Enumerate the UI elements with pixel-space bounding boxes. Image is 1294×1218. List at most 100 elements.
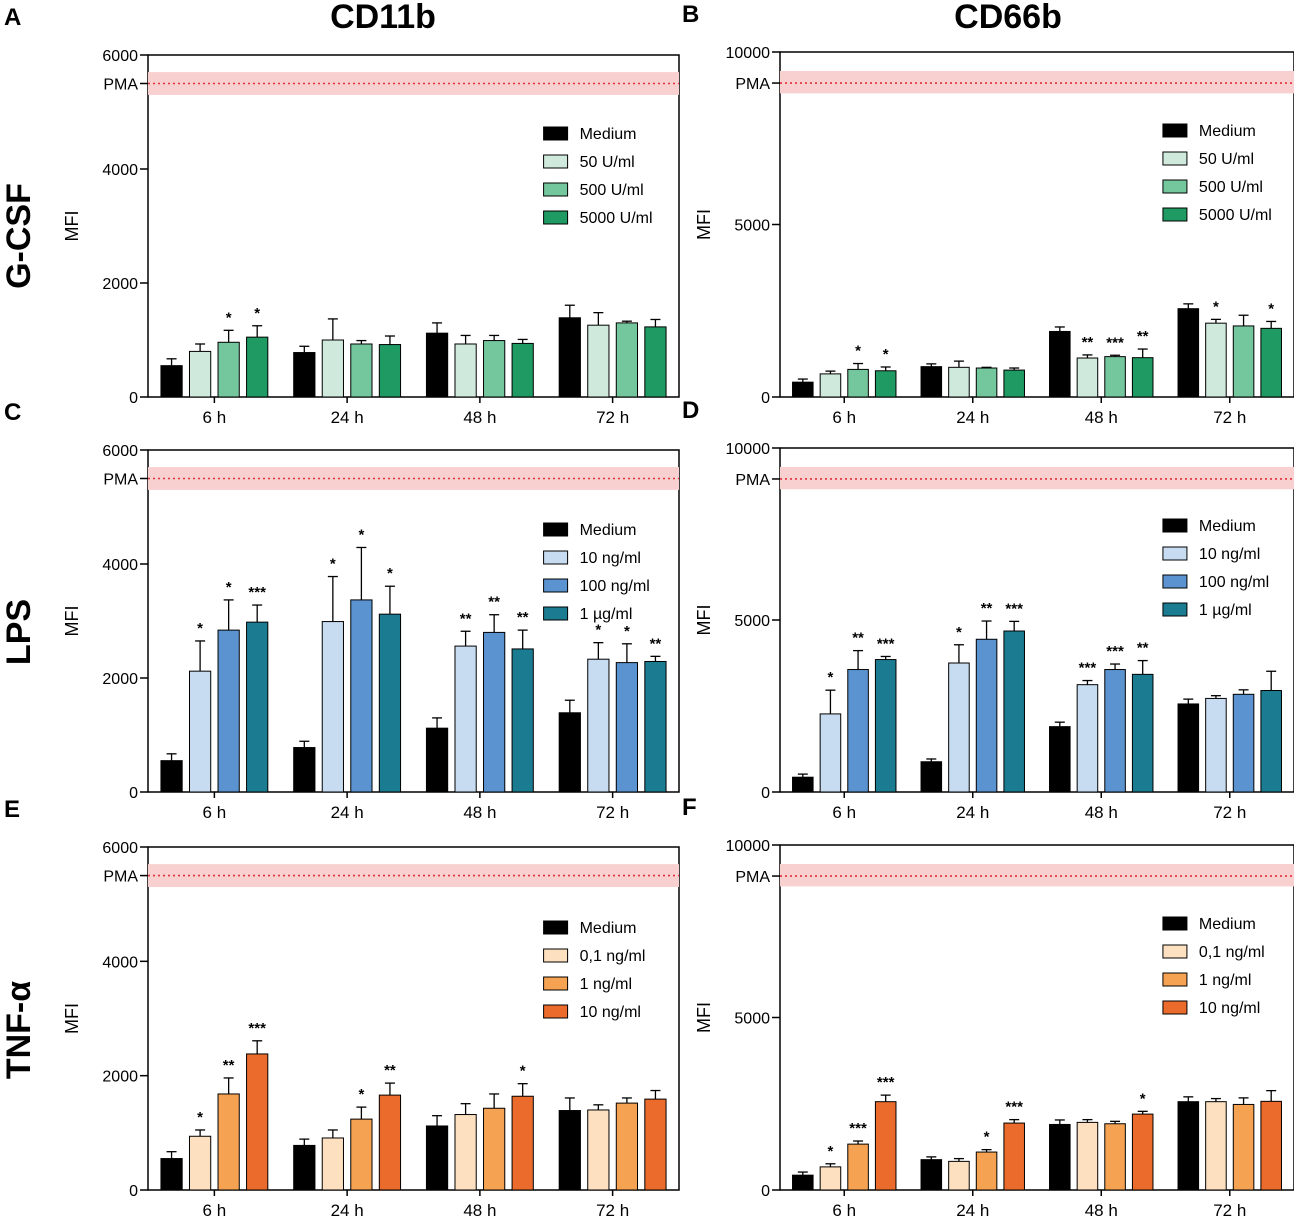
bar — [587, 1109, 610, 1191]
significance-label: *** — [248, 1020, 266, 1037]
legend-swatch — [1162, 602, 1188, 617]
panel-letter: A — [4, 4, 21, 31]
y-axis-label: MFI — [694, 605, 714, 636]
x-tick-label: 48 h — [1085, 803, 1118, 822]
legend-label: 1 µg/ml — [1199, 602, 1252, 619]
bar — [558, 712, 581, 793]
bar — [920, 761, 943, 793]
bar — [847, 669, 869, 793]
bar — [454, 1114, 477, 1191]
bar — [321, 1137, 344, 1191]
significance-label: *** — [849, 1120, 867, 1137]
bar — [1131, 357, 1154, 398]
bar — [1131, 1113, 1154, 1191]
y-tick-label: 10000 — [726, 441, 771, 458]
significance-label: ** — [460, 610, 472, 627]
legend-swatch — [1162, 123, 1188, 138]
bar — [847, 368, 869, 398]
bar — [1177, 1101, 1200, 1191]
bar — [188, 1135, 212, 1191]
bar — [1003, 369, 1025, 398]
bar — [378, 344, 402, 398]
bar — [454, 645, 477, 793]
significance-label: * — [330, 556, 336, 573]
x-tick-label: 24 h — [956, 408, 989, 427]
y-axis-label: MFI — [62, 1003, 82, 1034]
panel-letter: B — [682, 1, 699, 28]
bar — [246, 1053, 269, 1191]
bar — [425, 332, 449, 398]
legend-label: 0,1 ng/ml — [1199, 944, 1265, 961]
legend-label: Medium — [1199, 518, 1256, 535]
bar — [321, 339, 344, 398]
legend-label: 10 ng/ml — [580, 1004, 641, 1021]
pma-label: PMA — [103, 869, 138, 886]
significance-label: * — [197, 620, 203, 637]
pma-label: PMA — [735, 76, 770, 93]
legend-label: 10 ng/ml — [580, 550, 641, 567]
bar — [188, 350, 212, 398]
bar — [1232, 1103, 1255, 1191]
significance-label: ** — [981, 600, 993, 617]
x-tick-label: 48 h — [463, 1201, 496, 1218]
bar — [792, 776, 814, 793]
x-tick-label: 24 h — [331, 408, 364, 427]
legend-label: Medium — [580, 920, 637, 937]
bar — [483, 1107, 506, 1191]
y-tick-label: 6000 — [102, 443, 138, 460]
bar — [1260, 327, 1282, 398]
y-tick-label: 4000 — [102, 954, 138, 971]
x-tick-label: 6 h — [203, 803, 227, 822]
panel-letter: C — [4, 399, 21, 426]
bar — [350, 599, 373, 793]
bar — [1049, 1123, 1071, 1191]
bar — [920, 366, 943, 398]
bar — [483, 340, 506, 398]
y-tick-label: 6000 — [102, 840, 138, 857]
x-tick-label: 6 h — [203, 1201, 227, 1218]
bar — [188, 670, 212, 793]
bar — [975, 367, 998, 398]
x-tick-label: 48 h — [463, 408, 496, 427]
bar — [425, 727, 449, 793]
legend-swatch — [1162, 916, 1188, 931]
bar — [1003, 630, 1025, 793]
bar — [975, 638, 998, 793]
x-tick-label: 72 h — [596, 1201, 629, 1218]
bar — [615, 1102, 639, 1191]
legend-swatch — [1162, 179, 1188, 194]
pma-label: PMA — [735, 869, 770, 886]
significance-label: * — [1213, 298, 1219, 315]
x-tick-label: 6 h — [832, 408, 856, 427]
legend-label: Medium — [580, 126, 637, 143]
legend-label: 50 U/ml — [580, 154, 635, 171]
significance-label: * — [358, 1086, 364, 1103]
y-tick-label: 2000 — [102, 1069, 138, 1086]
bar — [350, 343, 373, 398]
bar — [587, 324, 610, 398]
bar — [847, 1143, 869, 1191]
bar — [819, 713, 842, 793]
y-axis-label: MFI — [62, 606, 82, 637]
bar — [511, 648, 534, 793]
legend-swatch — [1162, 1000, 1188, 1015]
plot-frame — [147, 54, 680, 398]
row-title-lps: LPS — [0, 599, 38, 665]
significance-label: * — [984, 1129, 990, 1146]
significance-label: * — [855, 343, 861, 360]
legend-swatch — [543, 126, 569, 141]
legend-label: 10 ng/ml — [1199, 1000, 1260, 1017]
bar — [819, 373, 842, 398]
significance-label: * — [358, 526, 364, 543]
bar — [217, 341, 240, 398]
significance-label: ** — [650, 635, 662, 652]
bar — [975, 1151, 998, 1191]
x-tick-label: 72 h — [1213, 408, 1246, 427]
legend-swatch — [543, 154, 569, 169]
significance-label: *** — [248, 584, 266, 601]
significance-label: * — [956, 624, 962, 641]
